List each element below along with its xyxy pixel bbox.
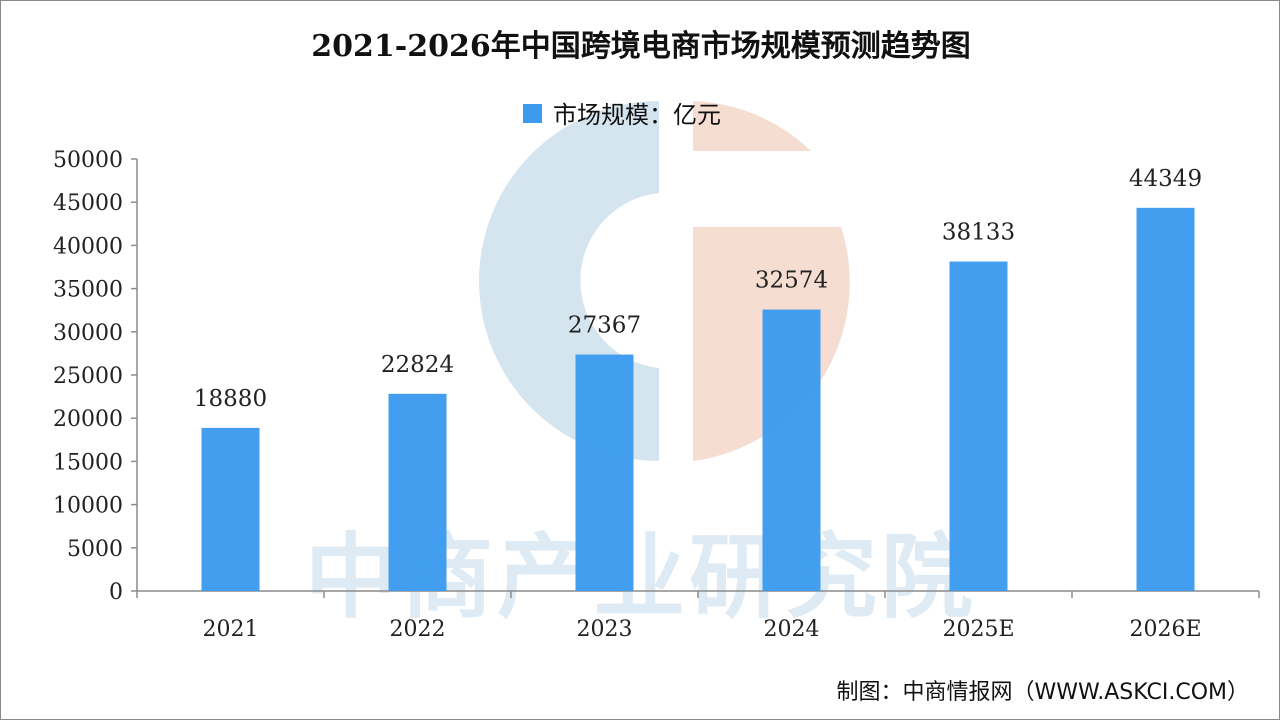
y-tick-label: 40000: [53, 234, 123, 259]
x-tick-label-2024: 2024: [764, 617, 820, 642]
bars: [201, 207, 1195, 591]
data-label-2023: 27367: [568, 313, 641, 339]
y-tick-label: 15000: [53, 450, 123, 475]
x-tick-label-2021: 2021: [203, 617, 259, 642]
legend-swatch: [523, 104, 542, 123]
data-label-2021: 18880: [194, 386, 267, 412]
y-tick-label: 10000: [53, 494, 123, 519]
axes: 0 5000 10000 15000 20000 25000 30000 35000 40000…: [53, 148, 1260, 642]
y-tick-label: 25000: [53, 364, 123, 389]
y-tick-label: 30000: [53, 321, 123, 346]
y-tick-label: 0: [109, 580, 123, 605]
x-tick-label-2026E: 2026E: [1129, 617, 1201, 642]
y-tick-label: 45000: [53, 191, 123, 216]
x-tick-label-2022: 2022: [390, 617, 446, 642]
data-label-2022: 22824: [381, 352, 454, 378]
y-tick-label: 50000: [53, 148, 123, 173]
data-label-2026E: 44349: [1129, 166, 1202, 192]
data-labels: 18880 22824 27367 32574 38133 44349: [194, 166, 1202, 412]
data-label-2025E: 38133: [942, 220, 1015, 246]
legend: 市场规模：亿元: [523, 101, 721, 129]
y-tick-label: 20000: [53, 407, 123, 432]
bar-2021: [201, 427, 260, 591]
bar-2023: [575, 354, 634, 591]
data-label-2024: 32574: [755, 268, 828, 294]
bar-2025E: [949, 261, 1008, 591]
chart-title: 2021-2026年中国跨境电商市场规模预测趋势图: [311, 29, 970, 64]
legend-label: 市场规模：亿元: [553, 101, 721, 129]
y-tick-label: 5000: [67, 537, 123, 562]
y-tick-label: 35000: [53, 278, 123, 303]
x-tick-label-2025E: 2025E: [942, 617, 1014, 642]
bar-2026E: [1136, 207, 1195, 591]
bar-2024: [762, 309, 821, 591]
source-credit: 制图：中商情报网（WWW.ASKCI.COM）: [837, 680, 1249, 705]
bar-2022: [388, 393, 447, 591]
x-tick-label-2023: 2023: [577, 617, 633, 642]
